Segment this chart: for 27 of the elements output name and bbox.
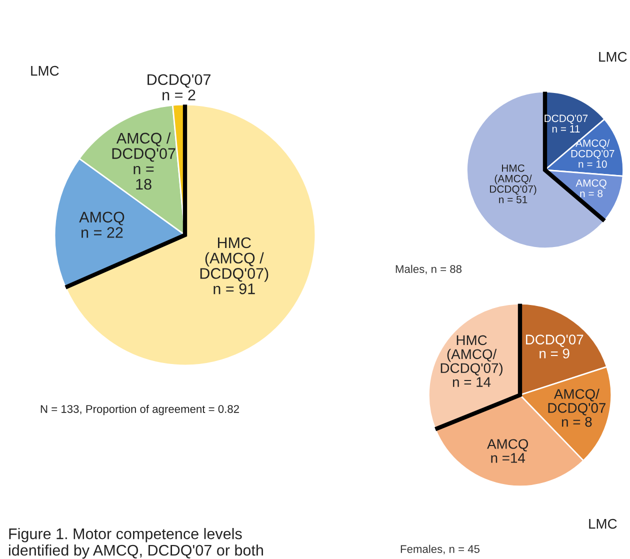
data-label: n = 91 (214, 283, 255, 294)
data-label: n = 10 (578, 160, 607, 168)
text: N = 133, Proportion of agreement = 0.82 (40, 404, 239, 416)
caption: Figure 1. Motor competence levels identified by AMCQ, DCDQ'07 or both (9, 528, 263, 559)
data-label: n = 18 (134, 166, 154, 190)
slice-label: DCDQ'07 (526, 334, 584, 347)
text: LMC (31, 66, 59, 76)
data-label: n = 11 (552, 125, 580, 132)
slice-label: HMC (AMCQ/ DCDQ'07) (440, 335, 503, 376)
slice-label: DCDQ'07 (148, 74, 210, 88)
text: LMC (589, 518, 617, 529)
text: LMC (599, 52, 627, 62)
data-label: n = 14 (452, 377, 491, 387)
text: Females, n = 45 (400, 544, 480, 554)
slice-label: AMCQ (487, 439, 528, 452)
data-label: n = 8 (580, 190, 603, 198)
data-label: n = 8 (562, 416, 592, 427)
data-label: n = 9 (540, 348, 570, 358)
data-label: n =14 (491, 453, 526, 463)
data-label: n = 22 (82, 227, 123, 238)
slice-label: AMCQ (79, 212, 124, 226)
data-label: n = 2 (162, 90, 196, 100)
slice-label: HMC (AMCQ/ DCDQ'07) (490, 164, 536, 195)
text: Males, n = 88 (396, 264, 462, 274)
slice-label: AMCQ (576, 179, 606, 189)
slice-label: HMC (AMCQ / DCDQ'07) (200, 237, 268, 282)
data-label: n = 51 (499, 196, 528, 204)
